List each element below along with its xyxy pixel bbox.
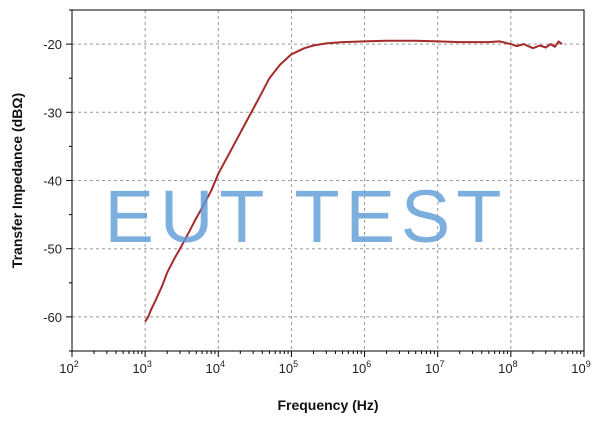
watermark-text: EUT TEST	[104, 175, 507, 258]
y-tick-label: -50	[43, 242, 62, 257]
y-tick-label: -60	[43, 310, 62, 325]
y-axis-title: Transfer Impedance (dBΩ)	[9, 93, 25, 268]
series-line	[144, 39, 563, 323]
x-tick-label: 109	[571, 359, 590, 376]
x-tick-label: 104	[206, 359, 225, 376]
y-tick-label: -30	[43, 105, 62, 120]
x-tick-label: 102	[59, 359, 78, 376]
x-axis-title: Frequency (Hz)	[277, 397, 378, 413]
x-tick-label: 108	[498, 359, 517, 376]
grid-lines	[72, 10, 584, 351]
x-tick-label: 107	[425, 359, 444, 376]
x-tick-labels: 102 103 104 105 106 107 108 109	[59, 359, 590, 376]
y-tick-labels: -20 -30 -40 -50 -60	[43, 37, 62, 325]
series-layer	[144, 39, 563, 323]
x-axis-ticks	[71, 351, 585, 357]
y-axis-ticks	[66, 9, 72, 352]
x-tick-label: 103	[132, 359, 151, 376]
y-tick-label: -40	[43, 174, 62, 189]
x-tick-label: 106	[352, 359, 371, 376]
plot-frame	[71, 9, 585, 352]
x-tick-label: 105	[279, 359, 298, 376]
y-tick-label: -20	[43, 37, 62, 52]
